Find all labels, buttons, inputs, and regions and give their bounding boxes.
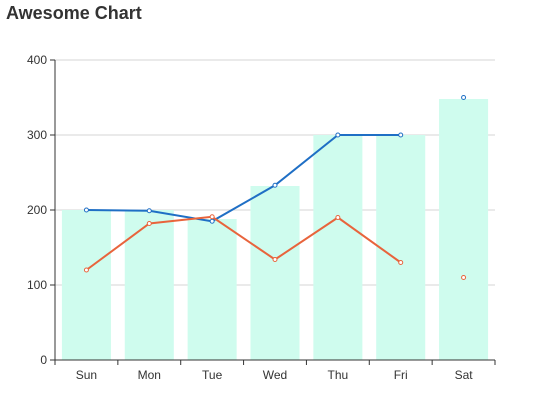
data-point[interactable]	[209, 214, 215, 220]
series-line	[85, 215, 402, 271]
data-point[interactable]	[209, 218, 215, 224]
x-tick-label: Sun	[76, 368, 97, 382]
x-tick-label: Fri	[394, 368, 408, 382]
x-tick-label: Wed	[263, 368, 287, 382]
y-tick-label: 400	[27, 53, 47, 67]
chart-title: Awesome Chart	[6, 3, 142, 23]
data-point[interactable]	[398, 260, 404, 265]
y-tick-label: 300	[27, 128, 47, 142]
x-tick-label: Tue	[202, 368, 223, 382]
data-point[interactable]	[335, 132, 341, 138]
bar-series	[61, 99, 489, 360]
line-series	[83, 95, 467, 280]
data-point[interactable]	[398, 132, 404, 138]
x-tick-label: Thu	[328, 368, 349, 382]
bar	[250, 186, 300, 360]
data-point[interactable]	[461, 275, 467, 280]
y-tick-label: 200	[27, 203, 47, 217]
x-tick-label: Mon	[138, 368, 161, 382]
series-line	[86, 134, 401, 223]
data-point[interactable]	[272, 257, 278, 262]
bar	[313, 135, 363, 360]
axes: 0 100 200 300 400 Sun Mon Tue Wed Thu Fri Sat	[27, 53, 496, 382]
y-tick-label: 0	[40, 353, 47, 367]
data-point[interactable]	[83, 207, 89, 213]
data-point[interactable]	[146, 221, 152, 226]
bar	[376, 135, 426, 360]
x-tick-label: Sat	[455, 368, 474, 382]
data-point[interactable]	[83, 267, 89, 273]
bar	[61, 210, 111, 360]
bar	[439, 99, 489, 360]
bar	[187, 219, 237, 360]
data-point[interactable]	[335, 215, 341, 220]
data-point[interactable]	[461, 95, 467, 100]
data-point[interactable]	[146, 208, 152, 214]
y-tick-label: 100	[27, 278, 47, 292]
data-point[interactable]	[272, 182, 278, 188]
bar	[124, 210, 174, 360]
